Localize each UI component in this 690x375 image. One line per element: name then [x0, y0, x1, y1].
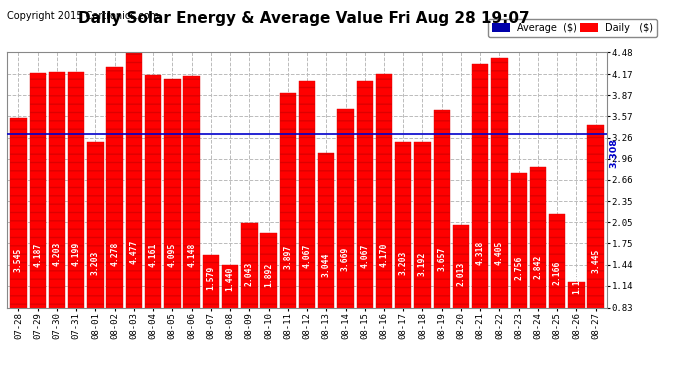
Text: 1.440: 1.440	[226, 267, 235, 291]
Text: 4.170: 4.170	[380, 242, 388, 267]
Text: 4.148: 4.148	[187, 243, 196, 267]
Text: 1.188: 1.188	[572, 269, 581, 294]
Bar	[414, 142, 431, 366]
Text: 4.067: 4.067	[302, 243, 312, 268]
Bar	[587, 125, 604, 366]
Bar	[318, 153, 335, 366]
Bar	[279, 93, 296, 366]
Text: 4.161: 4.161	[148, 242, 157, 267]
Bar	[126, 53, 142, 366]
Bar	[184, 76, 200, 366]
Bar	[472, 64, 489, 366]
Text: 2.756: 2.756	[514, 255, 523, 279]
Bar	[106, 67, 123, 366]
Text: 4.067: 4.067	[360, 243, 369, 268]
Bar	[453, 225, 469, 366]
Bar	[511, 173, 527, 366]
Text: 2.043: 2.043	[245, 262, 254, 286]
Bar	[241, 223, 257, 366]
Bar	[299, 81, 315, 366]
Text: 3.203: 3.203	[399, 251, 408, 276]
Legend: Average  ($), Daily   ($): Average ($), Daily ($)	[488, 19, 658, 37]
Text: 3.897: 3.897	[284, 245, 293, 269]
Bar	[433, 110, 450, 366]
Text: 4.405: 4.405	[495, 240, 504, 264]
Text: 1.579: 1.579	[206, 266, 215, 290]
Bar	[260, 233, 277, 366]
Bar	[10, 118, 27, 366]
Text: 2.842: 2.842	[533, 254, 542, 279]
Text: 4.278: 4.278	[110, 242, 119, 266]
Text: Daily Solar Energy & Average Value Fri Aug 28 19:07: Daily Solar Energy & Average Value Fri A…	[78, 11, 529, 26]
Bar	[491, 58, 508, 366]
Bar	[357, 81, 373, 366]
Text: 4.318: 4.318	[475, 241, 484, 266]
Bar	[222, 265, 238, 366]
Text: 3.203: 3.203	[91, 251, 100, 276]
Text: 3.657: 3.657	[437, 247, 446, 272]
Bar	[569, 282, 584, 366]
Text: 3.044: 3.044	[322, 252, 331, 277]
Bar	[549, 214, 565, 366]
Text: 4.203: 4.203	[52, 242, 61, 266]
Text: 4.187: 4.187	[33, 242, 42, 267]
Bar	[530, 167, 546, 366]
Bar	[395, 142, 411, 366]
Bar	[68, 72, 84, 366]
Bar	[376, 74, 392, 366]
Bar	[203, 255, 219, 366]
Bar	[337, 109, 354, 366]
Bar	[164, 80, 181, 366]
Text: 4.477: 4.477	[130, 240, 139, 264]
Bar	[49, 72, 65, 366]
Text: 3.445: 3.445	[591, 249, 600, 273]
Text: 3.545: 3.545	[14, 248, 23, 272]
Text: 4.095: 4.095	[168, 243, 177, 267]
Bar	[87, 142, 104, 366]
Text: 2.013: 2.013	[457, 262, 466, 286]
Text: 2.166: 2.166	[553, 261, 562, 285]
Bar	[145, 75, 161, 366]
Text: 1.892: 1.892	[264, 263, 273, 287]
Text: 3.192: 3.192	[418, 251, 427, 276]
Text: Copyright 2015 Cartronics.com: Copyright 2015 Cartronics.com	[7, 11, 159, 21]
Text: 3.308: 3.308	[609, 138, 618, 168]
Bar	[30, 73, 46, 366]
Text: 3.669: 3.669	[341, 247, 350, 271]
Text: 4.199: 4.199	[72, 242, 81, 266]
